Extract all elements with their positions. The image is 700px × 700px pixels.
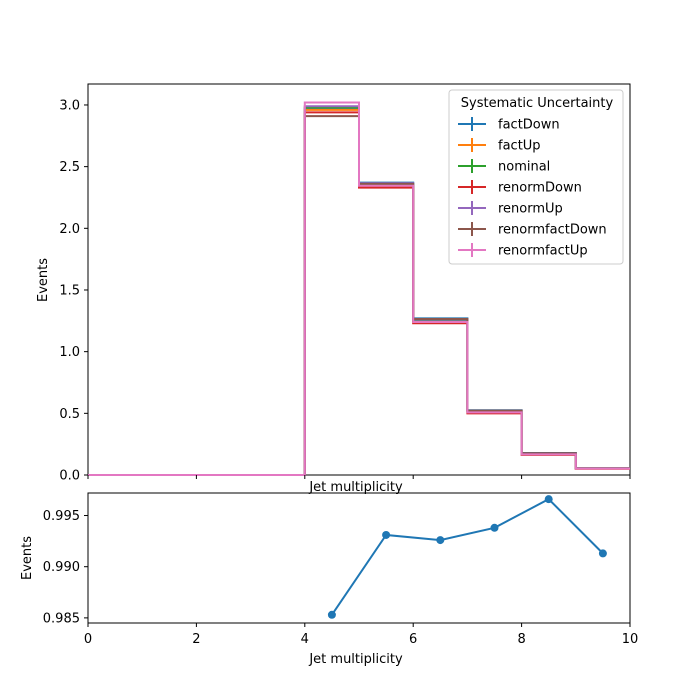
legend-entry-renormDown: renormDown: [458, 180, 582, 196]
ratio-y-tick-label: 0.985: [43, 611, 80, 626]
main-y-ticks: 0.0 0.5 1.0 1.5 2.0 2.5 3.0: [59, 98, 88, 484]
ratio-x-tick-label: 6: [409, 632, 417, 647]
ratio-x-tick-label: 10: [622, 632, 639, 647]
ratio-y-tick-label: 0.995: [43, 509, 80, 524]
ratio-plot-frame: [87, 492, 631, 624]
main-y-tick-label: 0.0: [59, 469, 80, 484]
legend-entry-renormfactDown: renormfactDown: [458, 222, 607, 238]
main-y-tick-label: 2.5: [59, 160, 80, 175]
ratio-point: [598, 549, 607, 558]
ratio-point: [490, 523, 499, 532]
legend-entry-renormfactUp: renormfactUp: [458, 243, 588, 259]
legend-entry-nominal: nominal: [458, 159, 550, 175]
main-y-tick-label: 1.0: [59, 345, 80, 360]
main-y-tick-label: 2.0: [59, 222, 80, 237]
legend-entry-factDown: factDown: [458, 117, 560, 133]
main-y-tick-label: 1.5: [59, 283, 80, 298]
legend-label: factDown: [498, 118, 560, 133]
ratio-point: [436, 536, 445, 545]
legend-label: factUp: [498, 139, 541, 154]
ratio-point: [327, 610, 336, 619]
ratio-x-axis-label: Jet multiplicity: [308, 652, 403, 667]
legend-label: renormDown: [498, 181, 582, 196]
main-x-axis-label: Jet multiplicity: [308, 480, 403, 495]
ratio-y-axis-label: Events: [20, 536, 35, 580]
main-y-tick-label: 3.0: [59, 98, 80, 113]
main-series-lines: [88, 101, 630, 476]
legend-label: renormfactUp: [498, 244, 588, 259]
main-y-axis-label: Events: [36, 258, 51, 302]
ratio-x-tick-label: 4: [301, 632, 309, 647]
ratio-y-ticks: 0.985 0.990 0.995: [43, 509, 88, 626]
ratio-x-tick-label: 0: [84, 632, 92, 647]
legend-entries: factDown factUp nominal renormDown renormUp r…: [458, 117, 607, 259]
legend-label: renormUp: [498, 202, 563, 217]
legend-label: nominal: [498, 160, 550, 175]
ratio-x-tick-label: 2: [192, 632, 200, 647]
ratio-x-ticks: 0 2 4 6 8 10: [84, 623, 638, 647]
legend-box: [448, 89, 624, 265]
ratio-x-tick-label: 8: [517, 632, 525, 647]
series-step-renormfactUp: [88, 101, 630, 476]
ratio-point: [382, 530, 391, 539]
legend-title: Systematic Uncertainty: [461, 96, 614, 111]
legend: Systematic Uncertainty factDown factUp nom…: [448, 89, 624, 265]
legend-entry-renormUp: renormUp: [458, 201, 563, 217]
ratio-panel: 0 2 4 6 8 10 0.985 0.990 0.995 Jet multiplicity…: [20, 492, 638, 667]
ratio-y-tick-label: 0.990: [43, 560, 80, 575]
legend-label: renormfactDown: [498, 223, 607, 238]
ratio-line: [331, 497, 604, 616]
ratio-series: [327, 495, 607, 619]
main-histogram-panel: 0.0 0.5 1.0 1.5 2.0 2.5 3.0 Jet multiplicity E…: [36, 83, 631, 495]
main-x-ticks: [87, 475, 631, 479]
legend-entry-factUp: factUp: [458, 138, 541, 154]
main-plot-frame: [87, 83, 631, 476]
main-y-tick-label: 0.5: [59, 407, 80, 422]
ratio-point: [544, 495, 553, 504]
